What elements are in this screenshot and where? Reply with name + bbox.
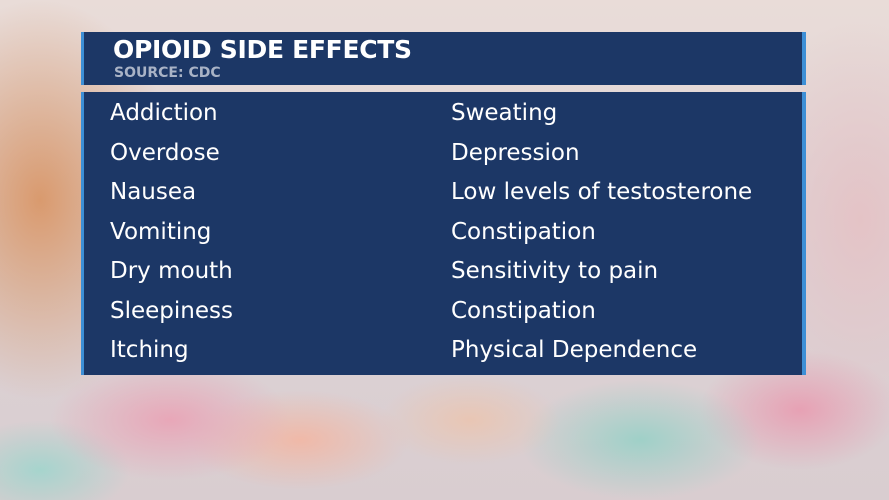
source-label: SOURCE: CDC (114, 65, 221, 81)
list-item: Depression (451, 139, 580, 166)
list-item: Sleepiness (110, 297, 233, 324)
title-panel: OPIOID SIDE EFFECTS SOURCE: CDC (81, 32, 806, 85)
list-item: Overdose (110, 139, 220, 166)
graphic-title: OPIOID SIDE EFFECTS (113, 35, 412, 64)
left-column: Addiction Overdose Nausea Vomiting Dry m… (110, 96, 233, 373)
side-effects-panel: Addiction Overdose Nausea Vomiting Dry m… (81, 92, 806, 375)
list-item: Addiction (110, 100, 218, 126)
list-item: Dry mouth (110, 258, 233, 284)
right-column: Sweating Depression Low levels of testos… (451, 96, 752, 373)
list-item: Physical Dependence (451, 337, 698, 363)
list-item: Low levels of testosterone (451, 179, 753, 205)
list-item: Sensitivity to pain (451, 258, 659, 284)
list-item: Nausea (110, 179, 197, 205)
list-item: Itching (110, 337, 189, 363)
list-item: Constipation (451, 297, 596, 324)
list-item: Sweating (451, 100, 558, 126)
list-item: Constipation (451, 218, 596, 245)
list-item: Vomiting (110, 218, 212, 245)
